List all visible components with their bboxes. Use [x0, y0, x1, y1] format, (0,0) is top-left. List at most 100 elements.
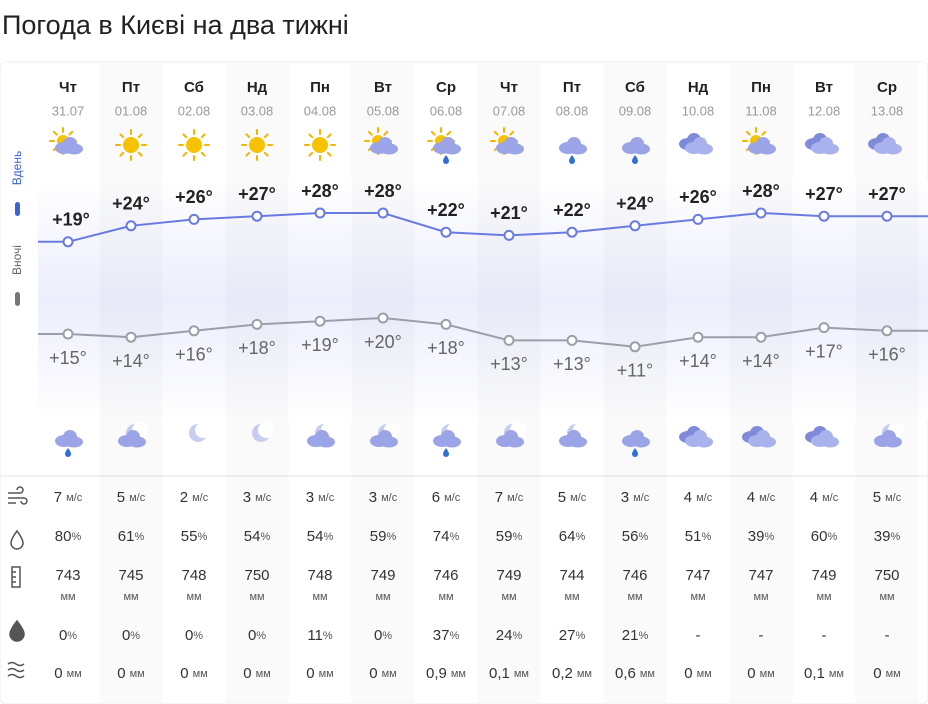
day-date: 10.08	[682, 103, 715, 118]
precip: 0,6 мм	[615, 665, 655, 682]
humidity-unit: %	[197, 531, 207, 543]
precip-prob-unit: %	[256, 630, 266, 642]
precip-prob-value: -	[696, 627, 701, 644]
day-date: 12.08	[808, 103, 841, 118]
night-temp-label: +18°	[427, 338, 465, 358]
row-icons	[7, 486, 28, 679]
pressure-value: 747	[748, 567, 773, 584]
rain-drop	[65, 448, 71, 457]
sun-ray	[367, 130, 373, 136]
night-temp-label: +14°	[742, 351, 780, 371]
pressure-unit: мм	[501, 591, 516, 603]
rain-drop	[632, 448, 638, 457]
weather-icon	[364, 127, 398, 155]
weather-icon	[55, 430, 83, 457]
sun-ray	[137, 133, 143, 139]
humidity: 60%	[811, 528, 838, 545]
precip-prob: 21%	[622, 627, 649, 644]
night-temp-line-point	[251, 318, 263, 330]
weather-icon	[559, 137, 587, 164]
day-name: Нд	[247, 79, 268, 96]
night-temp-label: +16°	[868, 345, 906, 365]
humidity-unit: %	[512, 531, 522, 543]
cloud	[443, 436, 461, 448]
precip-prob: 0%	[185, 627, 203, 644]
day-date: 09.08	[619, 103, 652, 118]
pressure-value: 746	[433, 567, 458, 584]
pressure-unit: мм	[249, 591, 264, 603]
pressure-unit: мм	[690, 591, 705, 603]
cloud	[65, 436, 83, 448]
sun-ray	[245, 151, 251, 157]
cloud	[695, 436, 713, 448]
weather-icon	[622, 137, 650, 164]
rain-drop	[632, 155, 638, 164]
pressure-unit: мм	[564, 591, 579, 603]
humidity-value: 39	[748, 528, 765, 545]
pressure-value: 748	[181, 567, 206, 584]
humidity: 74%	[433, 528, 460, 545]
precip-unit: мм	[193, 668, 208, 680]
sun-ray	[200, 151, 206, 157]
wind: 6 м/с	[432, 489, 461, 506]
day-temp-line-point	[188, 213, 200, 225]
humidity-unit: %	[134, 531, 144, 543]
precip-value: 0,9	[426, 665, 447, 682]
sun-ray	[52, 130, 58, 136]
humidity: 59%	[370, 528, 397, 545]
night-temp-line	[67, 316, 888, 348]
wind: 4 м/с	[747, 489, 776, 506]
humidity-value: 74	[433, 528, 450, 545]
precip-value: 0	[54, 665, 62, 682]
pressure-unit: мм	[816, 591, 831, 603]
sun-ray	[326, 133, 332, 139]
night-temp-label: +20°	[364, 332, 402, 352]
day-date: 06.08	[430, 103, 463, 118]
weather-icon	[805, 426, 839, 448]
cloud	[758, 143, 776, 155]
wind-value: 5	[117, 489, 125, 506]
weather-icon	[189, 422, 211, 442]
precip: 0 мм	[180, 665, 207, 682]
day-date: 01.08	[115, 103, 148, 118]
sun-ray	[119, 133, 125, 139]
wind-unit: м/с	[507, 492, 524, 504]
day-temp-label: +19°	[52, 210, 90, 230]
humidity: 54%	[244, 528, 271, 545]
precip-unit: мм	[760, 668, 775, 680]
pressure-unit: мм	[186, 591, 201, 603]
precip-prob-value: 0	[374, 627, 382, 644]
night-temp-label: +15°	[49, 348, 87, 368]
column-bg	[478, 63, 541, 703]
cloud	[506, 436, 524, 448]
day-date: 11.08	[745, 103, 777, 118]
weather-icon	[805, 133, 839, 155]
weather-icon	[679, 133, 713, 155]
precip-prob-value: 0	[59, 627, 67, 644]
day-temp-line-point	[440, 226, 452, 238]
precip-unit: мм	[640, 668, 655, 680]
day-name: Ср	[436, 79, 456, 96]
precip: 0,1 мм	[804, 665, 844, 682]
weather-icon	[874, 422, 904, 448]
night-temp-line-point	[629, 341, 641, 353]
sun-ray	[68, 130, 74, 136]
precip-value: 0	[306, 665, 314, 682]
weather-icon	[307, 422, 337, 448]
day-temp-label: +27°	[238, 184, 276, 204]
weather-icon	[370, 422, 400, 448]
precip-prob-value: 27	[559, 627, 576, 644]
night-temp-line-point	[314, 315, 326, 327]
sun	[123, 137, 139, 153]
humidity-unit: %	[323, 531, 333, 543]
wind-value: 3	[621, 489, 629, 506]
precip-prob-unit: %	[512, 630, 522, 642]
pressure-unit: мм	[879, 591, 894, 603]
precip-prob-unit: %	[323, 630, 333, 642]
sun-ray	[137, 151, 143, 157]
wind-value: 3	[369, 489, 377, 506]
precip-value: 0,6	[615, 665, 636, 682]
sun-ray	[493, 130, 499, 136]
humidity: 59%	[496, 528, 523, 545]
humidity-value: 80	[55, 528, 72, 545]
